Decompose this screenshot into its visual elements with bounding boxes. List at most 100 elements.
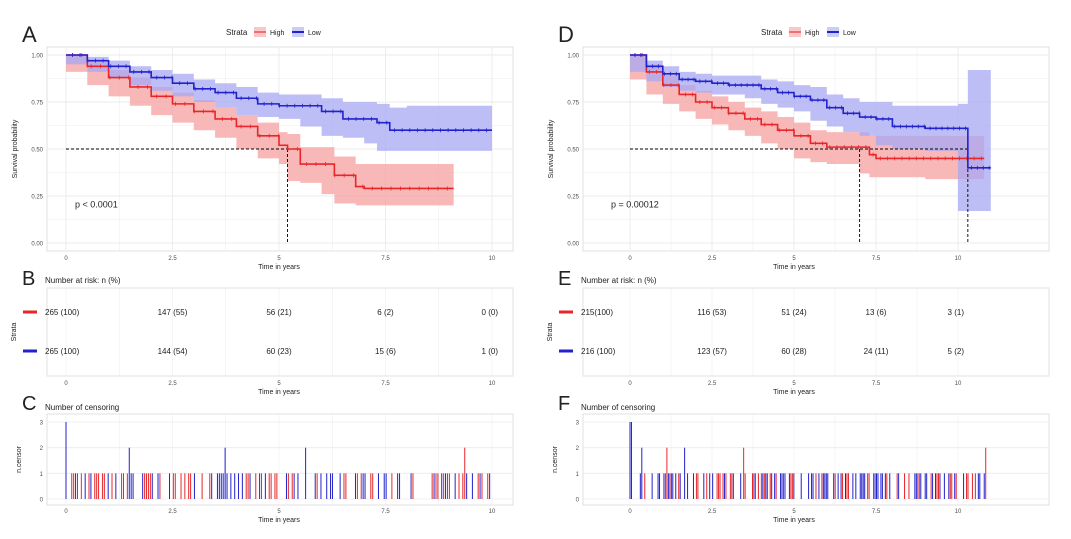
km-y-tick-label: 0.50 xyxy=(567,148,579,154)
censor-y-tick-label: 1 xyxy=(576,472,580,478)
risk-x-tick-label: 0 xyxy=(628,381,632,387)
risk-x-axis-title: Time in years xyxy=(258,389,300,396)
risk-value-low: 60 (28) xyxy=(781,347,807,356)
ci-band-low xyxy=(630,55,991,212)
censor-y-tick-label: 2 xyxy=(40,446,44,452)
km-y-tick-label: 0.75 xyxy=(31,101,43,107)
censor-y-tick-label: 1 xyxy=(40,472,44,478)
risk-value-high: 56 (21) xyxy=(266,308,292,317)
censor-x-tick-label: 7.5 xyxy=(872,509,881,515)
risk-value-high: 0 (0) xyxy=(482,308,499,317)
ci-band-high xyxy=(66,55,454,206)
risk-value-low: 24 (11) xyxy=(864,347,889,356)
km-x-axis-title: Time in years xyxy=(258,264,300,271)
risk-value-high: 116 (53) xyxy=(697,308,727,317)
km-x-tick-label: 10 xyxy=(489,256,496,262)
risk-x-tick-label: 2.5 xyxy=(708,381,717,387)
legend-low-label: Low xyxy=(308,30,322,37)
risk-value-high: 3 (1) xyxy=(948,308,965,317)
km-y-axis-title: Survival probability xyxy=(548,119,555,178)
risk-table-title: Number at risk: n (%) xyxy=(581,276,657,285)
km-x-tick-label: 0 xyxy=(64,256,68,262)
km-x-axis-title: Time in years xyxy=(773,264,815,271)
legend-low-label: Low xyxy=(843,30,857,37)
risk-value-high: 51 (24) xyxy=(781,308,807,317)
km-y-tick-label: 0.00 xyxy=(567,242,579,248)
panel-letter-censor: F xyxy=(558,393,570,415)
risk-table-title: Number at risk: n (%) xyxy=(45,276,121,285)
km-y-axis-title: Survival probability xyxy=(12,119,19,178)
risk-x-tick-label: 10 xyxy=(955,381,962,387)
censor-title: Number of censoring xyxy=(581,403,655,412)
legend-high-band xyxy=(789,27,801,37)
risk-value-high: 265 (100) xyxy=(45,308,80,317)
km-x-tick-label: 10 xyxy=(955,256,962,262)
legend-high-label: High xyxy=(805,30,820,37)
censor-x-tick-label: 5 xyxy=(277,509,281,515)
km-x-tick-label: 2.5 xyxy=(168,256,177,262)
risk-value-low: 1 (0) xyxy=(482,347,499,356)
risk-value-high: 13 (6) xyxy=(866,308,887,317)
km-x-tick-label: 5 xyxy=(792,256,796,262)
legend-high-band xyxy=(254,27,266,37)
censor-x-tick-label: 2.5 xyxy=(168,509,177,515)
km-y-tick-label: 0.00 xyxy=(31,242,43,248)
p-value: p < 0.0001 xyxy=(75,199,118,209)
censor-y-axis-title: n.censor xyxy=(552,445,559,473)
risk-value-low: 5 (2) xyxy=(948,347,965,356)
censor-y-tick-label: 3 xyxy=(40,421,44,427)
km-x-tick-label: 2.5 xyxy=(708,256,717,262)
panel-letter-km: D xyxy=(558,22,574,47)
km-x-tick-label: 7.5 xyxy=(872,256,881,262)
censor-x-axis-title: Time in years xyxy=(258,517,300,524)
risk-value-low: 216 (100) xyxy=(581,347,616,356)
risk-table-area xyxy=(582,287,1050,377)
risk-x-tick-label: 0 xyxy=(64,381,68,387)
risk-value-low: 60 (23) xyxy=(266,347,292,356)
risk-strata-label: Strata xyxy=(547,323,554,342)
risk-x-tick-label: 7.5 xyxy=(381,381,390,387)
censor-y-axis-title: n.censor xyxy=(16,445,23,473)
censor-x-axis-title: Time in years xyxy=(773,517,815,524)
risk-value-low: 123 (57) xyxy=(697,347,727,356)
risk-value-low: 15 (6) xyxy=(375,347,396,356)
km-y-tick-label: 0.25 xyxy=(31,195,43,201)
panel-letter-risk: B xyxy=(22,268,35,290)
censor-y-tick-label: 0 xyxy=(40,498,44,504)
risk-x-tick-label: 2.5 xyxy=(168,381,177,387)
legend-high-label: High xyxy=(270,30,285,37)
censor-x-tick-label: 5 xyxy=(792,509,796,515)
censor-x-tick-label: 0 xyxy=(628,509,632,515)
survival-curve-high xyxy=(630,54,985,160)
censor-x-tick-label: 0 xyxy=(64,509,68,515)
panel-letter-censor: C xyxy=(22,393,36,415)
km-y-tick-label: 1.00 xyxy=(31,54,43,60)
survival-curve-low xyxy=(66,54,492,131)
risk-x-tick-label: 5 xyxy=(277,381,281,387)
survival-curve-high xyxy=(66,54,454,190)
km-x-tick-label: 0 xyxy=(628,256,632,262)
km-y-tick-label: 0.75 xyxy=(567,101,579,107)
censor-y-tick-label: 0 xyxy=(576,498,580,504)
censor-x-tick-label: 7.5 xyxy=(381,509,390,515)
km-y-tick-label: 0.25 xyxy=(567,195,579,201)
risk-strata-label: Strata xyxy=(11,323,18,342)
km-y-tick-label: 0.50 xyxy=(31,148,43,154)
censor-x-tick-label: 10 xyxy=(955,509,962,515)
risk-table-area xyxy=(46,287,514,377)
risk-x-tick-label: 5 xyxy=(792,381,796,387)
p-value: p = 0.00012 xyxy=(611,199,659,209)
km-x-tick-label: 5 xyxy=(277,256,281,262)
legend-title: Strata xyxy=(226,28,248,37)
legend-title: Strata xyxy=(761,28,783,37)
risk-x-tick-label: 10 xyxy=(489,381,496,387)
panel-letter-risk: E xyxy=(558,268,571,290)
risk-x-tick-label: 7.5 xyxy=(872,381,881,387)
risk-value-high: 147 (55) xyxy=(158,308,188,317)
censor-title: Number of censoring xyxy=(45,403,119,412)
censor-x-tick-label: 10 xyxy=(489,509,496,515)
censor-x-tick-label: 2.5 xyxy=(708,509,717,515)
risk-x-axis-title: Time in years xyxy=(773,389,815,396)
censor-y-tick-label: 2 xyxy=(576,446,580,452)
